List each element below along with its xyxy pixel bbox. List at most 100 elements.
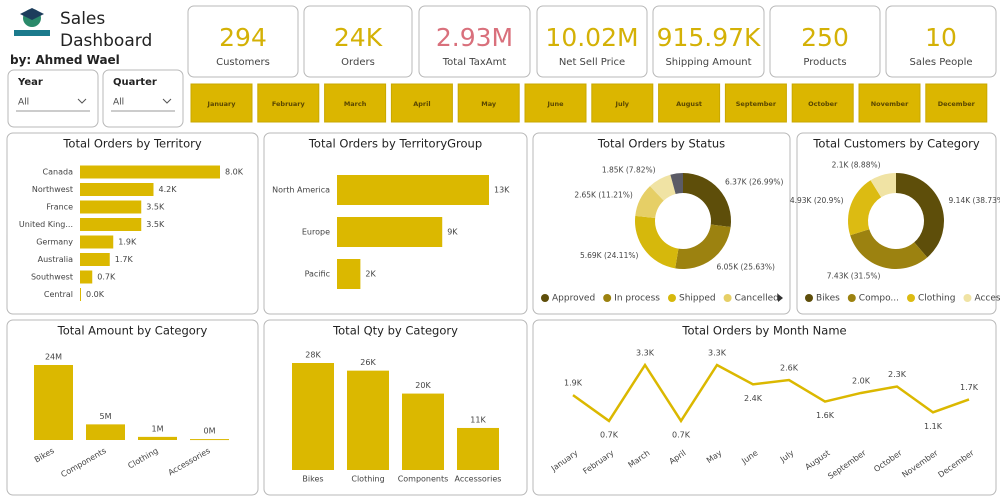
slicer[interactable]	[102, 69, 184, 128]
data-label: 26K	[360, 358, 376, 367]
data-label: 28K	[305, 351, 321, 360]
month-button-label: March	[344, 100, 367, 108]
month-button[interactable]	[390, 83, 453, 123]
chart-panel	[532, 132, 791, 315]
logo	[14, 8, 50, 36]
data-label: Germany	[36, 238, 73, 247]
kpi-label: Customers	[216, 57, 270, 68]
legend-marker	[723, 294, 732, 302]
legend-next[interactable]	[778, 294, 783, 302]
data-label: 1.7K	[960, 383, 979, 392]
legend-marker	[963, 294, 972, 302]
month-button-label: January	[207, 100, 237, 108]
bar	[80, 165, 220, 179]
donut-segment	[848, 180, 882, 236]
slicer-label: Quarter	[113, 77, 157, 88]
dropdown-arrow[interactable]	[162, 98, 172, 104]
month-button[interactable]	[724, 83, 787, 123]
data-label: 1.6K	[816, 411, 835, 420]
legend-label: Cancelled	[735, 294, 779, 304]
data-label: 1.9K	[118, 238, 137, 247]
bar	[402, 393, 444, 470]
bar	[80, 270, 93, 284]
data-label: 1M	[152, 424, 164, 433]
legend-marker	[847, 294, 856, 302]
month-button[interactable]	[457, 83, 520, 123]
chart-panel	[6, 319, 259, 496]
kpi-label: Orders	[341, 57, 375, 68]
data-label: Australia	[38, 255, 73, 264]
data-label: 1.9K	[564, 379, 583, 388]
kpi-card	[187, 5, 299, 78]
month-button-label: November	[871, 100, 909, 108]
data-label: 2.65K (11.21%)	[574, 190, 633, 199]
month-button[interactable]	[858, 83, 921, 123]
month-button[interactable]	[658, 83, 721, 123]
data-label: Europe	[302, 228, 330, 237]
month-button-label: April	[413, 100, 430, 108]
data-label: 24M	[45, 353, 62, 362]
month-button[interactable]	[591, 83, 654, 123]
bar	[80, 235, 114, 249]
chart-panel	[796, 132, 997, 315]
data-label: 5.69K (24.11%)	[580, 251, 639, 260]
bar	[337, 175, 489, 205]
bar	[138, 436, 177, 440]
donut-segment	[649, 174, 676, 201]
bar	[86, 424, 125, 440]
bar	[337, 217, 443, 247]
legend-label: Compo...	[859, 294, 899, 304]
kpi-value: 24K	[334, 23, 383, 52]
data-label: 13K	[494, 186, 510, 195]
slicer-value: All	[113, 98, 124, 108]
data-label: Northwest	[32, 185, 73, 194]
month-button[interactable]	[791, 83, 854, 123]
month-button[interactable]	[190, 83, 253, 123]
month-button[interactable]	[524, 83, 587, 123]
slicer-label: Year	[17, 77, 43, 88]
data-label: 3.3K	[636, 349, 655, 358]
kpi-card	[885, 5, 997, 78]
donut-segment	[675, 224, 731, 269]
data-label: 8.0K	[225, 168, 244, 177]
legend-label: Approved	[552, 294, 595, 304]
slicer[interactable]	[7, 69, 99, 128]
data-label: 1.7K	[115, 255, 134, 264]
data-label: 2.6K	[780, 364, 799, 373]
data-label: North America	[272, 186, 330, 195]
month-button[interactable]	[925, 83, 988, 123]
data-label: 2.3K	[888, 370, 907, 379]
data-label: 0.0K	[86, 290, 105, 299]
data-label: Accessories	[455, 475, 502, 484]
month-button[interactable]	[257, 83, 320, 123]
month-button-label: February	[272, 100, 306, 108]
kpi-card	[536, 5, 648, 78]
kpi-card	[769, 5, 881, 78]
chart-title: Total Amount by Category	[57, 324, 208, 338]
donut-segment	[870, 173, 896, 198]
kpi-card	[652, 5, 765, 78]
month-button-label: August	[676, 100, 702, 108]
kpi-label: Products	[803, 57, 846, 68]
data-label: 5M	[100, 412, 112, 421]
dropdown-arrow[interactable]	[77, 98, 87, 104]
data-label: 3.3K	[708, 349, 727, 358]
month-button[interactable]	[324, 83, 387, 123]
bar	[347, 370, 389, 470]
legend-label: Bikes	[816, 294, 840, 304]
kpi-value: 915.97K	[657, 23, 761, 52]
chart-title: Total Orders by Month Name	[681, 324, 846, 338]
dashboard-title: Sales Dashboard	[60, 9, 153, 51]
bar	[80, 288, 81, 301]
data-label: 6.37K (26.99%)	[725, 178, 784, 187]
kpi-value: 10	[925, 23, 957, 52]
legend-label: Accesso...	[974, 294, 1000, 304]
legend-label: In process	[614, 294, 660, 304]
chart-title: Total Qty by Category	[332, 324, 458, 338]
month-button-label: October	[808, 100, 838, 108]
line	[572, 362, 970, 424]
data-label: 2.1K (8.88%)	[832, 160, 881, 169]
data-label: France	[46, 203, 73, 212]
donut-segment	[850, 229, 928, 269]
